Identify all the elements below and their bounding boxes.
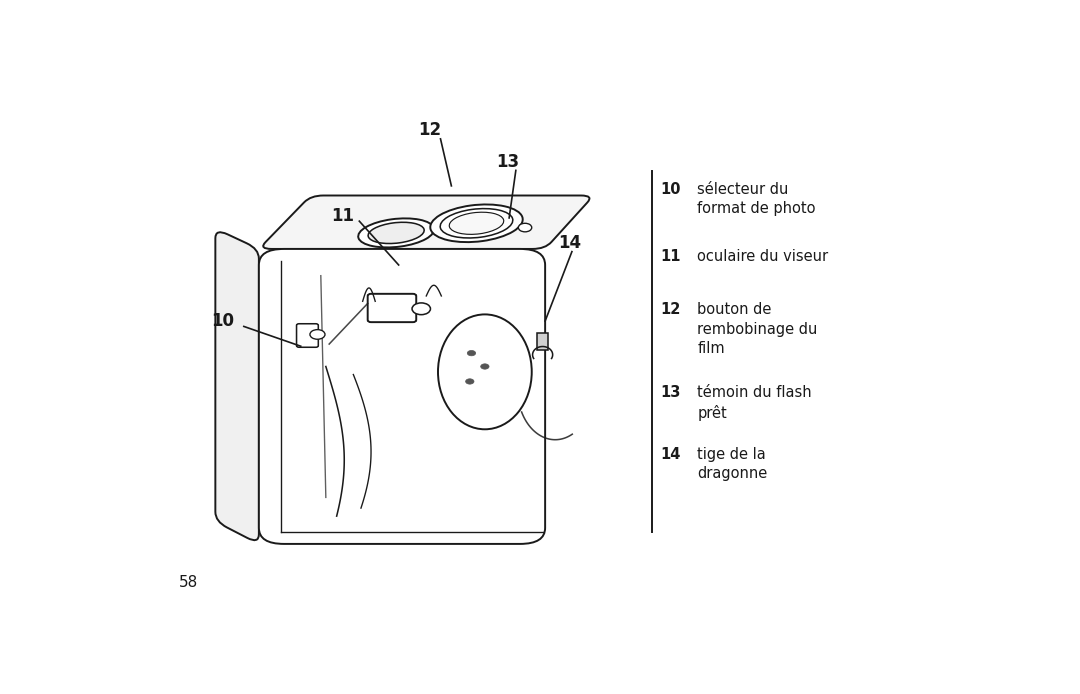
Circle shape: [481, 364, 489, 369]
PathPatch shape: [259, 249, 545, 544]
Circle shape: [413, 303, 431, 314]
Text: 12: 12: [418, 121, 442, 139]
Ellipse shape: [449, 212, 503, 235]
Text: 11: 11: [332, 207, 354, 225]
Ellipse shape: [368, 222, 424, 244]
Text: 58: 58: [178, 575, 198, 590]
Text: 10: 10: [212, 312, 234, 330]
Text: 14: 14: [661, 447, 681, 462]
Text: témoin du flash
prêt: témoin du flash prêt: [698, 385, 812, 421]
Text: 13: 13: [496, 153, 519, 171]
Circle shape: [310, 330, 325, 339]
Circle shape: [465, 379, 474, 384]
Text: 14: 14: [558, 233, 582, 251]
FancyBboxPatch shape: [297, 323, 319, 347]
Text: 13: 13: [661, 385, 681, 400]
Text: bouton de
rembobinage du
film: bouton de rembobinage du film: [698, 303, 818, 356]
Circle shape: [518, 223, 531, 232]
Ellipse shape: [438, 314, 531, 430]
Text: 12: 12: [661, 303, 681, 317]
Ellipse shape: [441, 209, 513, 238]
Text: oculaire du viseur: oculaire du viseur: [698, 249, 828, 264]
FancyBboxPatch shape: [367, 294, 416, 322]
Polygon shape: [537, 333, 549, 350]
Ellipse shape: [359, 219, 434, 248]
Text: 11: 11: [661, 249, 681, 264]
Ellipse shape: [430, 205, 523, 242]
Text: sélecteur du
format de photo: sélecteur du format de photo: [698, 182, 816, 217]
PathPatch shape: [264, 196, 590, 249]
PathPatch shape: [215, 232, 259, 540]
Text: 10: 10: [661, 182, 681, 197]
Circle shape: [468, 350, 475, 356]
Text: tige de la
dragonne: tige de la dragonne: [698, 447, 768, 481]
